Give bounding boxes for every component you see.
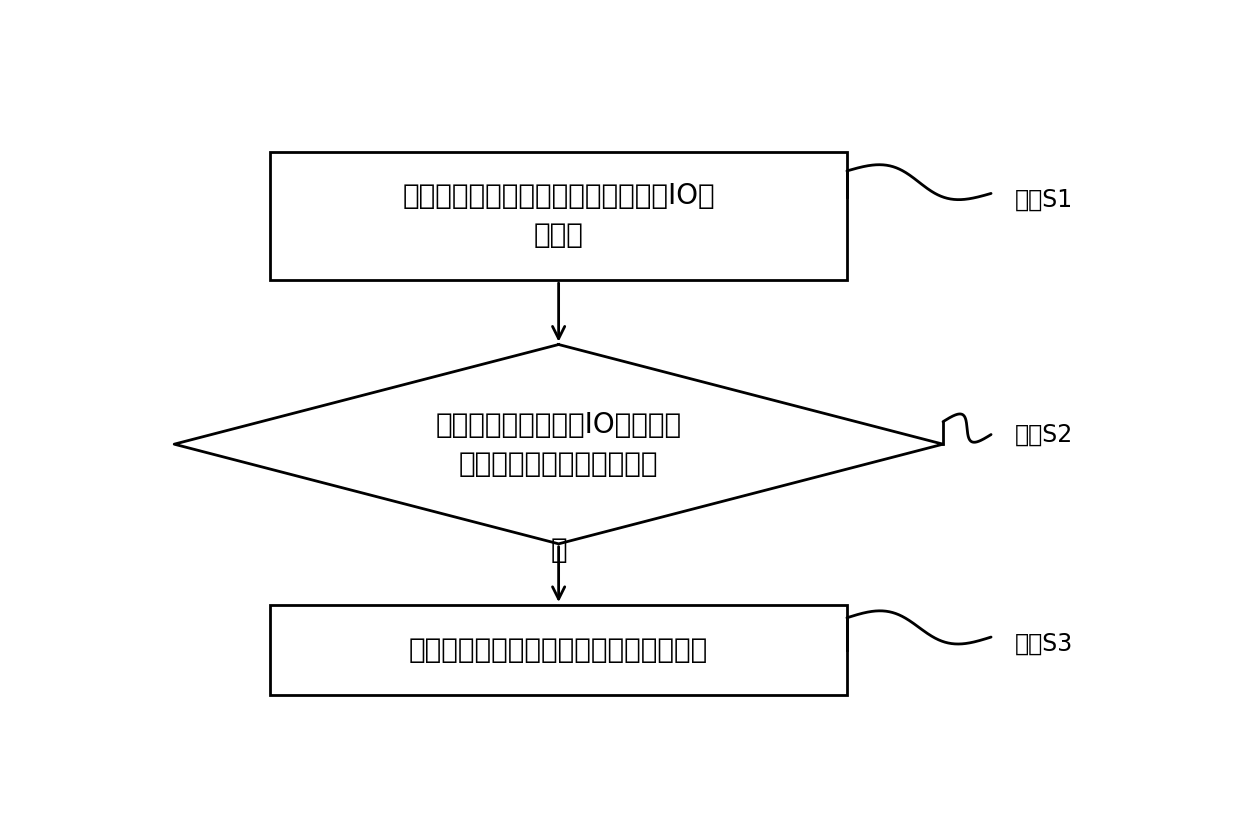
Text: 根据目标硬盘的读写IO时延信息
判断目标硬盘是否出现故障: 根据目标硬盘的读写IO时延信息 判断目标硬盘是否出现故障 <box>435 411 682 478</box>
Text: 步骤S2: 步骤S2 <box>1016 423 1074 447</box>
Text: 步骤S3: 步骤S3 <box>1016 631 1074 655</box>
Bar <box>270 152 847 281</box>
Bar <box>270 605 847 695</box>
Text: 将目标硬盘从分布式存储集群中进行隔离: 将目标硬盘从分布式存储集群中进行隔离 <box>409 636 708 664</box>
Text: 获取每个存储服务器中各硬盘的读写IO时
延信息: 获取每个存储服务器中各硬盘的读写IO时 延信息 <box>402 182 715 250</box>
Text: 步骤S1: 步骤S1 <box>1016 188 1074 212</box>
Text: 是: 是 <box>551 536 567 564</box>
